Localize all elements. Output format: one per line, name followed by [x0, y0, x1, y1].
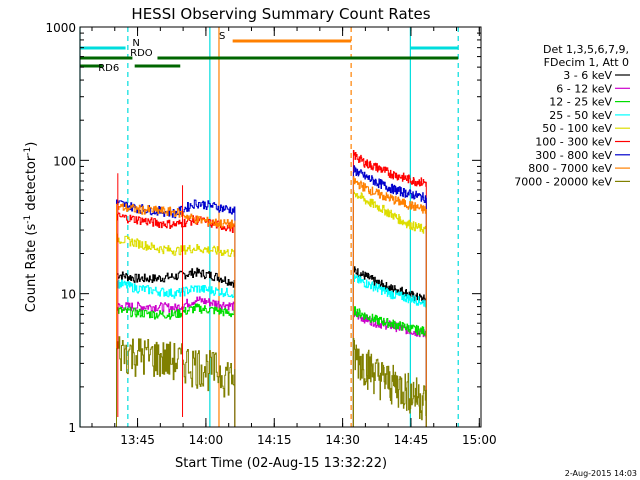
series-7-line-a: [116, 203, 236, 427]
y-axis-label: Count Rate (s-1 detector-1): [23, 142, 39, 313]
legend-label-3: 25 - 50 keV: [549, 109, 612, 122]
y-tick-label-1: 10: [61, 288, 76, 302]
plot-frame: [79, 26, 482, 428]
series-1-line-a: [116, 296, 236, 427]
series-7-line-b: [352, 176, 427, 427]
y-axis-label-end: ): [24, 142, 39, 147]
chart-title: HESSI Observing Summary Count Rates: [131, 5, 430, 23]
series-0-line-b: [352, 266, 427, 427]
series-4-line-b: [352, 190, 427, 427]
x-tick-label-4: 14:45: [394, 433, 429, 447]
x-tick-label-3: 14:30: [325, 433, 360, 447]
legend-label-8: 7000 - 20000 keV: [514, 175, 612, 188]
series-3-line-a: [116, 279, 236, 427]
flag-label-rdo: RDO: [130, 48, 153, 59]
series-3-line-b: [352, 274, 427, 427]
legend-label-6: 300 - 800 keV: [535, 149, 612, 162]
legend: Det 1,3,5,6,7,9, FDecim 1, Att 0 3 - 6 k…: [514, 43, 630, 188]
series-group: [116, 150, 427, 427]
y-tick-label-3: 1000: [45, 21, 76, 35]
legend-label-7: 800 - 7000 keV: [528, 162, 612, 175]
series-0: [116, 266, 427, 427]
x-tick-label-0: 13:45: [120, 433, 155, 447]
y-axis-label-mid: detector: [24, 155, 39, 215]
series-8-line-a: [116, 336, 236, 427]
series-5-line-b: [352, 150, 427, 427]
legend-label-0: 3 - 6 keV: [563, 69, 612, 82]
x-tick-label-1: 14:00: [189, 433, 224, 447]
series-8-line-b: [352, 338, 427, 427]
legend-label-5: 100 - 300 keV: [535, 136, 612, 149]
plot-area: [79, 27, 459, 427]
axes: 13:45 14:00 14:15 14:30 14:45 15:00 1 10 100 1000: [45, 21, 496, 447]
y-tick-label-2: 100: [53, 154, 76, 168]
y-axis-label-sup1: -1: [23, 215, 33, 224]
flag-label-s: S: [219, 31, 225, 42]
series-4-line-a: [116, 233, 236, 427]
series-8: [116, 336, 427, 427]
series-2-line-b: [352, 306, 427, 427]
x-tick-label-5: 15:00: [462, 433, 497, 447]
y-tick-label-0: 1: [68, 421, 76, 435]
legend-header-2: FDecim 1, Att 0: [544, 56, 629, 69]
series-2: [116, 303, 427, 427]
series-6-line-b: [352, 165, 427, 427]
legend-label-2: 12 - 25 keV: [549, 96, 612, 109]
series-3: [116, 274, 427, 427]
series-2-line-a: [116, 303, 236, 427]
legend-label-1: 6 - 12 keV: [556, 82, 612, 95]
x-axis-label: Start Time (02-Aug-15 13:32:22): [175, 456, 387, 471]
flag-label-n: N: [132, 38, 139, 49]
series-7: [116, 176, 427, 427]
flag-label-rd6: RD6: [98, 63, 119, 74]
series-0-line-a: [116, 267, 236, 427]
legend-header-1: Det 1,3,5,6,7,9,: [543, 43, 629, 56]
timestamp: 2-Aug-2015 14:03: [565, 469, 637, 478]
y-axis-label-sup2: -1: [23, 147, 33, 156]
y-axis-label-main: Count Rate (s: [24, 224, 39, 313]
series-4: [116, 190, 427, 427]
x-tick-label-2: 14:15: [257, 433, 292, 447]
legend-label-4: 50 - 100 keV: [542, 122, 612, 135]
